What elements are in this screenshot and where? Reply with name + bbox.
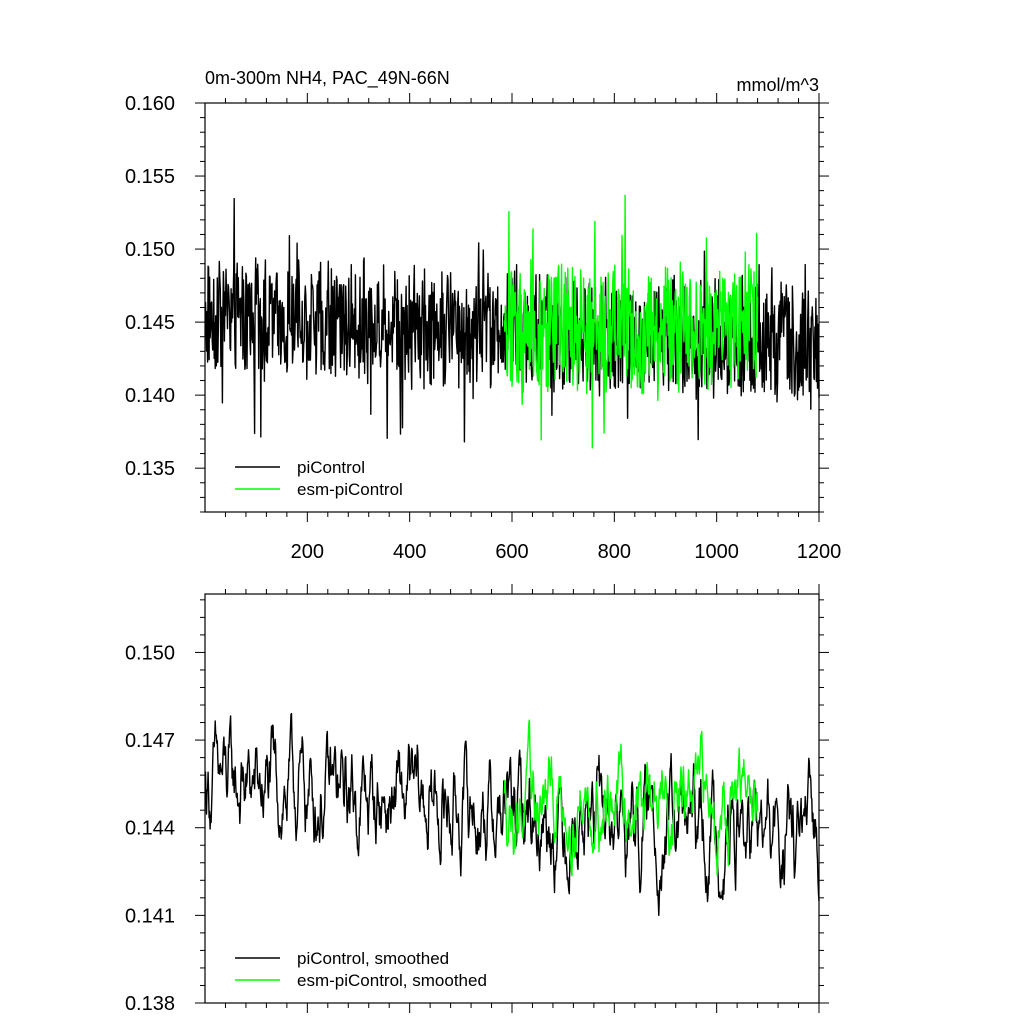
y-tick-label: 0.138 [125,993,175,1015]
x-tick-label: 1200 [797,541,842,563]
legend-label: piControl [297,458,365,477]
units-label: mmol/m^3 [737,75,819,95]
chart-title: 0m-300m NH4, PAC_49N-66N [205,68,450,89]
x-tick-label: 1000 [694,541,739,563]
y-tick-label: 0.150 [125,642,175,664]
legend-label: esm-piControl, smoothed [297,971,487,990]
y-tick-label: 0.155 [125,166,175,188]
y-tick-label: 0.150 [125,239,175,261]
x-tick-label: 400 [393,541,426,563]
y-tick-label: 0.160 [125,93,175,115]
y-tick-label: 0.140 [125,385,175,407]
x-tick-label: 800 [598,541,631,563]
series-line-esm-picontrol-smoothed [503,719,759,877]
legend-label: piControl, smoothed [297,949,449,968]
legend-label: esm-piControl [297,480,403,499]
y-tick-label: 0.141 [125,905,175,927]
x-tick-label: 600 [495,541,528,563]
y-tick-label: 0.145 [125,312,175,334]
plot-panel-2: 0.138 0.141 0.144 0.147 0.150 piControl, smoo… [125,584,829,1015]
y-tick-label: 0.135 [125,458,175,480]
y-tick-label: 0.147 [125,730,175,752]
x-tick-label: 200 [291,541,324,563]
y-tick-label: 0.144 [125,818,175,840]
plot-panel-1: 200 400 600 800 1000 1200 0.135 0.140 0.145 0.150… [125,68,841,563]
series-line-esm-picontrol [503,194,759,449]
